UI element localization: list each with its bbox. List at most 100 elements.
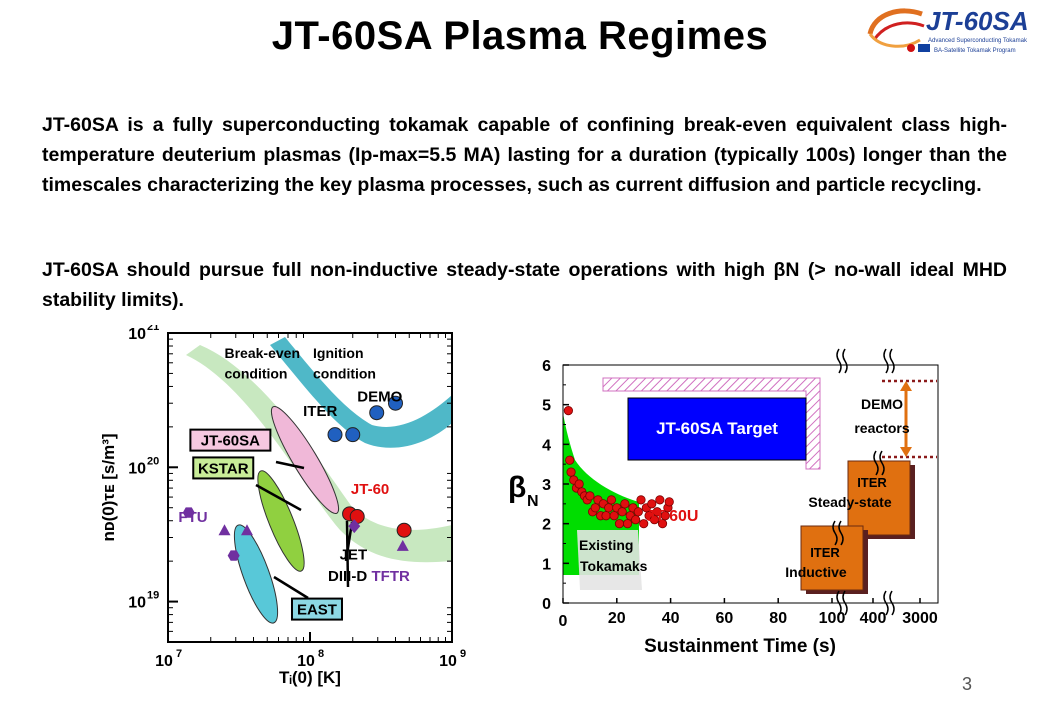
device-point [345,427,361,443]
jt60u-point [585,491,595,501]
x-tick-exponent: 9 [460,648,466,660]
device-label: EAST [297,602,337,619]
break-mark-icon [879,450,885,476]
y-tick-label: 1 [542,556,551,573]
x-tick-exponent: 7 [176,648,182,660]
jt60u-point [657,519,668,529]
device-point [327,427,343,443]
break-mark-icon [842,348,848,374]
device-label: TFTR [372,568,410,585]
condition-annotation: condition [225,365,288,381]
jt60sa-logo: JT-60SA Advanced Superconducting Tokamak… [867,6,1029,54]
jt60u-point [622,519,633,529]
jt60u-point [590,503,600,513]
x-tick-label: 400 [860,610,887,627]
x-tick-label: 100 [819,610,846,627]
x-tick-label: 10 [439,653,457,670]
jt60u-point [664,497,674,507]
jt60u-point [614,519,625,529]
device-point [227,550,240,561]
kstar-region [257,470,305,572]
demo-arrow-down-icon [900,447,912,457]
jt60u-point [647,499,657,509]
lawson-x-axis-title: Tᵢ(0) [K] [279,668,341,687]
x-tick-label: 10 [297,653,315,670]
device-label: ITER [303,403,337,420]
device-point [396,539,409,551]
jt60u-point [620,499,630,509]
beta-n-y-axis-subscript: N [527,493,539,510]
device-point [182,507,195,518]
x-tick-label: 10 [155,653,173,670]
device-label: DIII-D [328,568,367,585]
lawson-marks: Break-even condition Ignition condition DEMO… [178,345,412,621]
jt60u-point [563,406,573,416]
y-tick-label: 4 [542,437,551,454]
break-mark-icon [873,450,879,476]
jt60u-point [566,467,576,477]
tokamaks-label: Tokamaks [580,558,648,574]
x-tick-label: 20 [608,610,626,627]
y-tick-label: 3 [542,477,551,494]
condition-annotation: Ignition [313,345,364,361]
device-label: DEMO [357,388,402,405]
device-point [387,395,403,411]
break-mark-icon [889,348,895,374]
x-tick-label: 3000 [902,610,938,627]
device-label-box [189,428,272,452]
device-point [218,524,231,536]
iter-band [270,337,452,448]
iter-inductive-label-2: Inductive [785,564,847,580]
jt60u-point [652,507,662,517]
existing-tokamaks-region [563,413,642,590]
condition-annotation: Break-even [225,345,301,361]
break-mark-icon [832,520,838,546]
y-tick-label: 10 [128,595,146,612]
target-region: JT-60SA Target [602,377,821,470]
break-even-band [186,345,452,563]
break-mark-icon [883,348,889,374]
device-point [396,522,412,538]
beta-n-y-axis-title: β [508,471,526,504]
lawson-y-axis-title: nᴅ(0)τᴇ [s/m³] [99,433,118,541]
device-point [348,519,361,534]
target-label: JT-60SA Target [656,419,778,438]
jt60u-point [617,507,627,517]
intro-paragraph: JT-60SA is a fully superconducting tokam… [42,114,1007,196]
existing-grey-band [577,530,642,590]
x-tick-label: 60 [716,610,734,627]
jt60u-point [601,511,611,521]
demo-label: DEMO [861,396,903,412]
iter-inductive-box [800,525,864,591]
y-tick-label: 6 [542,358,551,375]
device-label: FTU [178,509,207,526]
y-tick-label: 2 [542,517,551,534]
jt60u-point [606,495,617,505]
device-label-box [290,597,343,621]
jt60u-point [574,479,584,489]
device-label: JT-60SA [201,433,260,450]
device-label: JET [340,547,368,564]
logo-tagline-2: BA-Satellite Tokamak Program [934,48,1016,54]
jt60u-point [604,503,614,513]
demo-label-2: reactors [854,420,909,436]
existing-label: Existing [579,537,633,553]
objective-paragraph: JT-60SA should pursue full non-inductive… [42,259,1007,311]
jt60u-label: JT-60U [646,508,698,525]
jt60u-point [660,511,670,521]
target-hatch [602,377,821,470]
break-mark-icon [838,520,844,546]
device-label: JT-60 [351,481,389,498]
iter-inductive-label: ITER [810,545,840,560]
demo-reactors: DEMO reactors [854,379,937,459]
jt60u-point [639,519,649,529]
x-tick-exponent: 8 [318,648,324,660]
slide-title: JT-60SA Plasma Regimes [271,14,769,58]
device-label: KSTAR [198,460,249,477]
east-region [233,524,279,624]
jt60u-point [565,455,575,465]
x-tick-label: 0 [559,613,568,630]
logo-swirl-icon [867,8,930,52]
x-tick-label: 40 [662,610,680,627]
